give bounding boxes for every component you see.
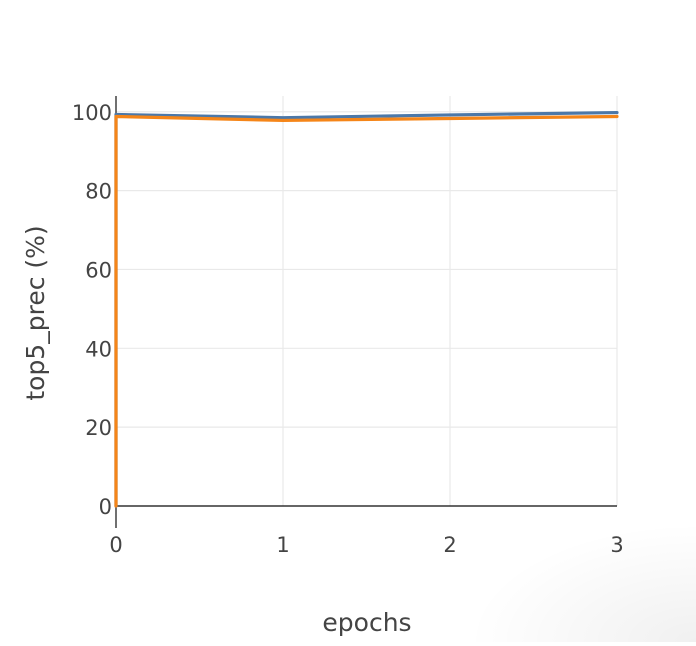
y-tick-label: 60 xyxy=(85,258,112,282)
series-line-1 xyxy=(114,110,619,508)
grid xyxy=(116,96,618,506)
series-lines xyxy=(114,110,619,508)
y-tick-label: 100 xyxy=(72,101,112,125)
y-axis-title: top5_prec (%) xyxy=(21,225,50,400)
x-tick-label: 0 xyxy=(109,533,122,557)
y-tick-label: 0 xyxy=(99,495,112,519)
axes xyxy=(115,96,617,528)
series-line-2 xyxy=(114,114,619,508)
x-axis-title: epochs xyxy=(322,608,411,637)
x-tick-label: 2 xyxy=(443,533,456,557)
y-tick-label: 80 xyxy=(85,180,112,204)
y-tick-label: 40 xyxy=(85,337,112,361)
x-tick-label: 3 xyxy=(610,533,623,557)
tick-labels: 0 20 40 60 80 100 0 1 2 3 xyxy=(72,101,624,557)
x-tick-label: 1 xyxy=(276,533,289,557)
y-tick-label: 20 xyxy=(85,416,112,440)
